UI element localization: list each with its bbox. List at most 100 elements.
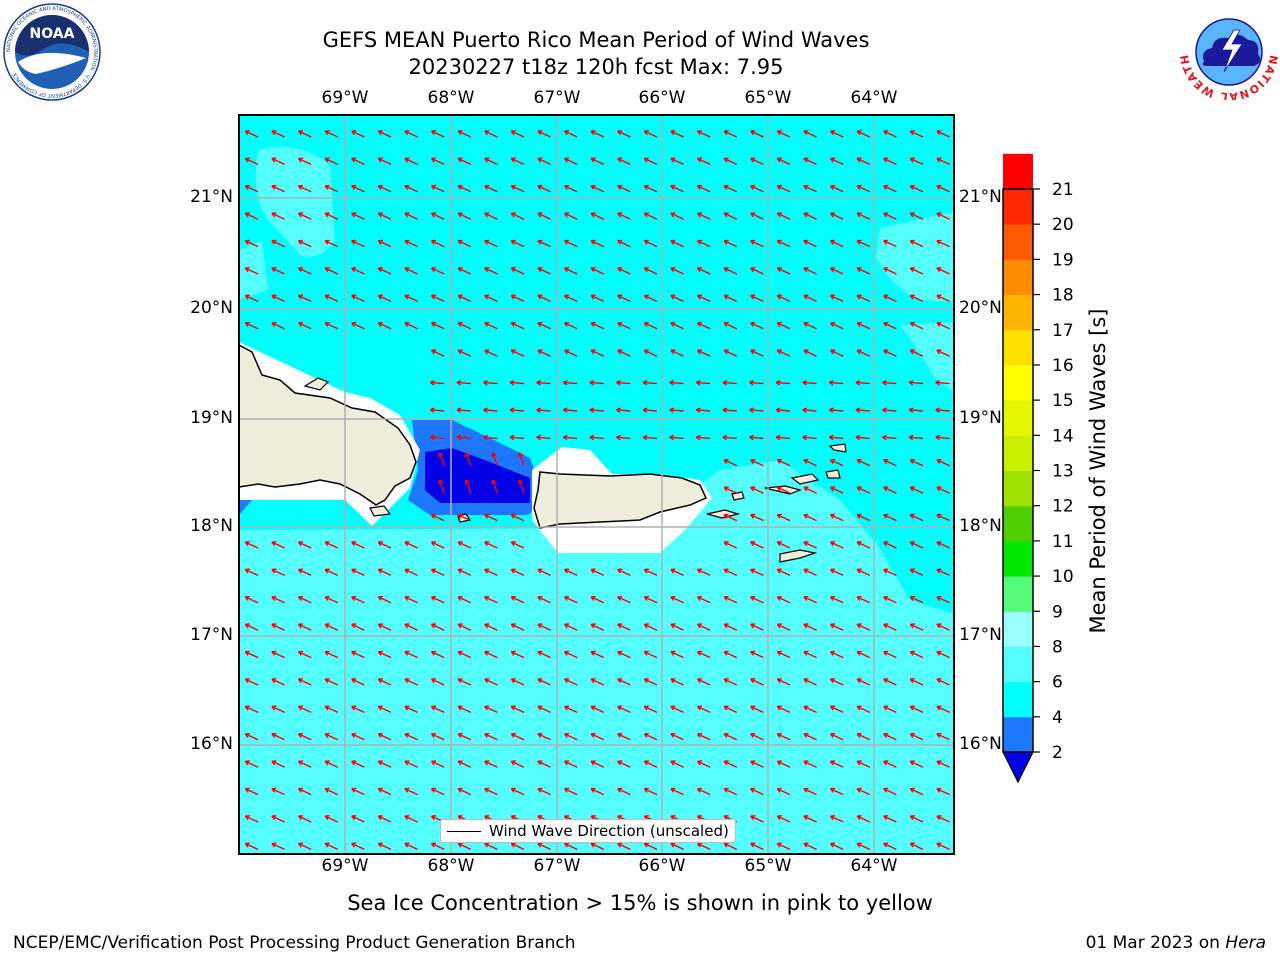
direction-arrow bbox=[456, 409, 471, 412]
direction-arrow bbox=[644, 212, 658, 220]
direction-arrow bbox=[723, 733, 738, 741]
axis-tick-label: 20°N bbox=[959, 298, 1002, 318]
direction-arrowhead bbox=[723, 267, 728, 273]
direction-arrowhead bbox=[430, 788, 435, 793]
direction-arrow bbox=[298, 157, 312, 166]
direction-arrow bbox=[404, 678, 418, 686]
direction-arrow bbox=[404, 596, 418, 604]
direction-arrowhead bbox=[377, 130, 382, 136]
direction-arrowhead bbox=[590, 678, 595, 684]
direction-arrow bbox=[457, 705, 472, 714]
direction-arrow bbox=[404, 705, 418, 714]
direction-arrow bbox=[298, 240, 312, 248]
direction-arrowhead bbox=[244, 322, 249, 327]
direction-arrow bbox=[777, 349, 791, 357]
direction-arrow bbox=[723, 596, 738, 604]
direction-arrow bbox=[617, 733, 631, 741]
direction-arrow bbox=[830, 267, 844, 275]
direction-arrowhead bbox=[936, 623, 941, 629]
direction-arrow bbox=[324, 760, 339, 768]
direction-arrowhead bbox=[377, 212, 382, 218]
direction-arrowhead bbox=[563, 240, 568, 245]
direction-arrowhead bbox=[670, 733, 675, 738]
direction-arrowhead bbox=[457, 267, 462, 273]
direction-arrowhead bbox=[562, 436, 568, 441]
direction-arrowhead bbox=[563, 349, 568, 355]
direction-arrow bbox=[936, 240, 950, 248]
direction-arrowhead bbox=[271, 541, 276, 547]
direction-arrow bbox=[617, 212, 631, 220]
direction-arrow bbox=[590, 760, 605, 768]
direction-arrowhead bbox=[670, 569, 675, 574]
direction-arrowhead bbox=[509, 436, 515, 441]
direction-arrowhead bbox=[643, 678, 648, 684]
direction-arrow bbox=[404, 267, 418, 275]
direction-arrow bbox=[936, 514, 950, 522]
direction-arrow bbox=[617, 788, 631, 796]
direction-arrowhead bbox=[802, 436, 807, 441]
direction-arrowhead bbox=[271, 569, 276, 574]
footer-branch: NCEP/EMC/Verification Post Processing Pr… bbox=[13, 933, 576, 953]
direction-arrow bbox=[483, 436, 498, 440]
direction-arrow bbox=[438, 479, 445, 494]
direction-arrowhead bbox=[776, 267, 781, 273]
direction-arrow bbox=[910, 459, 924, 467]
direction-arrow bbox=[910, 157, 924, 166]
direction-arrowhead bbox=[484, 158, 488, 163]
direction-arrowhead bbox=[856, 349, 861, 355]
direction-arrow bbox=[910, 733, 924, 741]
direction-arrow bbox=[723, 240, 738, 248]
direction-arrowhead bbox=[324, 158, 329, 163]
direction-arrow bbox=[722, 381, 737, 385]
direction-arrow bbox=[511, 568, 525, 577]
direction-arrowhead bbox=[563, 212, 568, 218]
axis-tick-label: 69°W bbox=[321, 88, 369, 108]
colorbar-band bbox=[1003, 259, 1033, 296]
direction-arrowhead bbox=[430, 240, 435, 245]
direction-arrowhead bbox=[829, 240, 834, 245]
direction-arrowhead bbox=[457, 349, 462, 355]
direction-arrowhead bbox=[883, 130, 887, 136]
direction-arrow bbox=[245, 623, 259, 631]
direction-arrowhead bbox=[829, 788, 834, 793]
direction-arrowhead bbox=[351, 733, 355, 738]
direction-arrow bbox=[563, 381, 578, 385]
direction-arrow bbox=[750, 157, 764, 166]
direction-arrow bbox=[457, 212, 472, 220]
direction-arrowhead bbox=[404, 322, 409, 327]
direction-arrowhead bbox=[776, 130, 781, 136]
direction-arrowhead bbox=[244, 651, 249, 656]
direction-arrowhead bbox=[617, 760, 621, 766]
direction-arrow bbox=[910, 486, 924, 494]
direction-arrowhead bbox=[616, 436, 621, 441]
direction-arrowhead bbox=[297, 267, 302, 273]
direction-arrow bbox=[457, 267, 472, 275]
direction-arrowhead bbox=[537, 240, 542, 245]
direction-arrowhead bbox=[856, 486, 861, 492]
direction-arrowhead bbox=[484, 651, 488, 656]
direction-arrowhead bbox=[484, 678, 488, 684]
direction-arrow bbox=[536, 436, 551, 440]
direction-arrowhead bbox=[776, 733, 781, 738]
direction-arrowhead bbox=[723, 596, 728, 601]
direction-arrowhead bbox=[696, 295, 701, 300]
direction-arrow bbox=[378, 596, 392, 604]
direction-arrow bbox=[722, 409, 737, 412]
direction-arrowhead bbox=[829, 678, 834, 684]
direction-arrow bbox=[802, 436, 817, 440]
direction-arrowhead bbox=[909, 733, 914, 738]
direction-arrow bbox=[271, 294, 285, 303]
direction-arrow bbox=[670, 294, 684, 303]
direction-arrow bbox=[378, 568, 392, 577]
direction-arrow bbox=[830, 705, 844, 714]
direction-arrowhead bbox=[590, 706, 595, 711]
direction-arrow bbox=[750, 842, 764, 851]
direction-arrow bbox=[271, 842, 285, 851]
direction-arrow bbox=[511, 651, 525, 659]
legend-line-icon bbox=[447, 831, 481, 832]
direction-arrow bbox=[856, 842, 871, 851]
direction-arrow bbox=[378, 651, 392, 659]
direction-arrow bbox=[351, 651, 365, 659]
direction-arrow bbox=[697, 294, 711, 303]
direction-arrowhead bbox=[936, 733, 941, 738]
